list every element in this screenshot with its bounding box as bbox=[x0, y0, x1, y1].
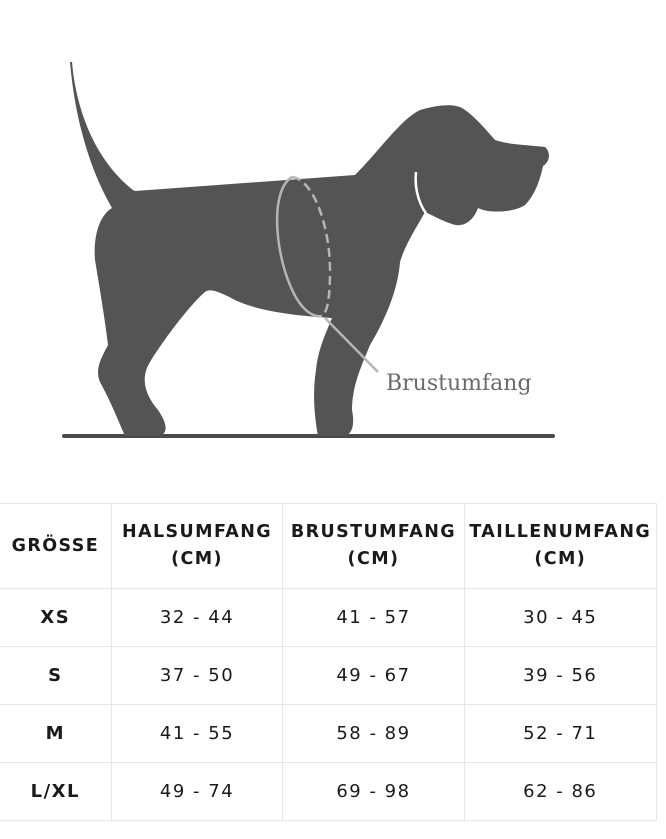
cell-chest: 41 - 57 bbox=[282, 588, 465, 647]
cell-neck: 37 - 50 bbox=[110, 646, 284, 705]
ear-outline bbox=[414, 171, 431, 219]
dog-silhouette-icon bbox=[70, 62, 549, 436]
size-chart-table: GRÖSSE HALSUMFANG (CM) BRUSTUMFANG (CM) TA… bbox=[0, 503, 658, 821]
cell-waist: 39 - 56 bbox=[463, 646, 658, 705]
cell-waist: 30 - 45 bbox=[463, 588, 658, 647]
ground-line bbox=[62, 434, 555, 438]
table-row: XS 32 - 44 41 - 57 30 - 45 bbox=[0, 588, 658, 647]
header-neck-circumference: HALSUMFANG (CM) bbox=[110, 503, 284, 589]
cell-size: M bbox=[0, 704, 112, 763]
table-row: M 41 - 55 58 - 89 52 - 71 bbox=[0, 704, 658, 763]
cell-chest: 49 - 67 bbox=[282, 646, 465, 705]
header-size: GRÖSSE bbox=[0, 503, 112, 589]
cell-size: L/XL bbox=[0, 762, 112, 821]
cell-size: S bbox=[0, 646, 112, 705]
table-row: L/XL 49 - 74 69 - 98 62 - 86 bbox=[0, 762, 658, 821]
cell-waist: 52 - 71 bbox=[463, 704, 658, 763]
cell-chest: 58 - 89 bbox=[282, 704, 465, 763]
table-header-row: GRÖSSE HALSUMFANG (CM) BRUSTUMFANG (CM) TA… bbox=[0, 503, 658, 589]
cell-size: XS bbox=[0, 588, 112, 647]
chest-measure-loop-front bbox=[275, 175, 323, 318]
table-row: S 37 - 50 49 - 67 39 - 56 bbox=[0, 646, 658, 705]
cell-waist: 62 - 86 bbox=[463, 762, 658, 821]
header-waist-circumference: TAILLENUMFANG (CM) bbox=[463, 503, 658, 589]
dog-measurement-illustration: Brustumfang bbox=[62, 62, 555, 438]
measurement-label: Brustumfang bbox=[386, 371, 532, 396]
cell-chest: 69 - 98 bbox=[282, 762, 465, 821]
measure-pointer-line bbox=[324, 317, 379, 373]
cell-neck: 32 - 44 bbox=[110, 588, 284, 647]
cell-neck: 49 - 74 bbox=[110, 762, 284, 821]
cell-neck: 41 - 55 bbox=[110, 704, 284, 763]
chest-measure-loop-back bbox=[291, 175, 332, 318]
header-chest-circumference: BRUSTUMFANG (CM) bbox=[282, 503, 465, 589]
